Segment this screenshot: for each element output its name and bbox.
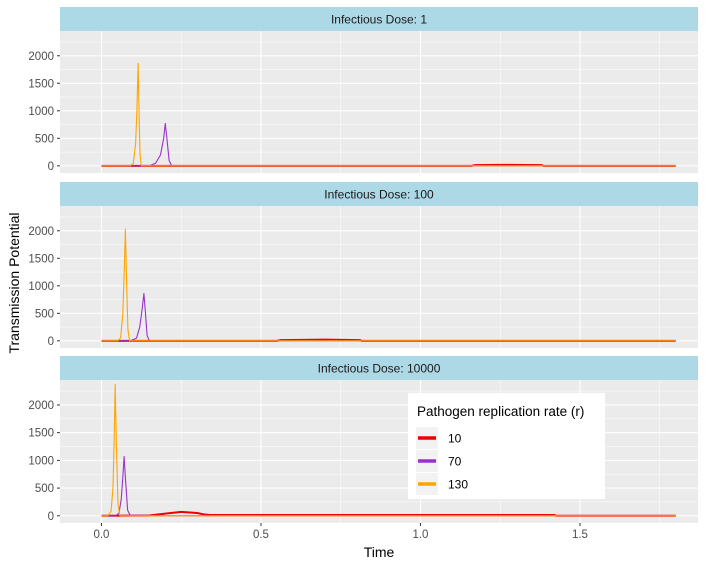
x-tick-label: 1.5 bbox=[572, 529, 588, 541]
facet-panel: Infectious Dose: 1 0 500 1000 1500 2000 bbox=[28, 7, 698, 173]
series-line-r130 bbox=[101, 228, 676, 342]
series-line-r70 bbox=[101, 122, 676, 167]
facet-strip-label: Infectious Dose: 10000 bbox=[318, 362, 441, 376]
facet-strip-label: Infectious Dose: 100 bbox=[324, 188, 434, 202]
x-tick-label: 1.0 bbox=[412, 529, 428, 541]
facet-strip bbox=[60, 182, 698, 206]
x-tick-label: 0.0 bbox=[93, 529, 109, 541]
y-tick-label: 500 bbox=[35, 133, 54, 145]
legend-background bbox=[408, 393, 605, 499]
y-tick-label: 2000 bbox=[28, 226, 54, 238]
y-tick-label: 0 bbox=[48, 336, 54, 348]
panel-background bbox=[60, 206, 698, 348]
legend-entry-label: 10 bbox=[448, 432, 462, 446]
legend-entry-label: 70 bbox=[448, 455, 462, 469]
y-tick-label: 1500 bbox=[28, 78, 54, 90]
y-tick-label: 500 bbox=[35, 483, 54, 495]
y-tick-label: 2000 bbox=[28, 400, 54, 412]
y-tick-label: 1000 bbox=[28, 455, 54, 467]
y-tick-label: 1000 bbox=[28, 106, 54, 118]
x-axis-title: Time bbox=[364, 544, 395, 560]
y-tick-label: 1500 bbox=[28, 428, 54, 440]
x-tick-label: 0.5 bbox=[253, 529, 269, 541]
facet-panels: Infectious Dose: 10500100015002000Infect… bbox=[28, 7, 698, 523]
y-tick-label: 1000 bbox=[28, 281, 54, 293]
y-tick-label: 0 bbox=[48, 161, 54, 173]
facet-strip-label: Infectious Dose: 1 bbox=[331, 13, 427, 27]
y-tick-label: 2000 bbox=[28, 51, 54, 63]
y-axis-title: Transmission Potential bbox=[6, 212, 22, 353]
y-tick-label: 0 bbox=[48, 511, 54, 523]
series-line-r130 bbox=[101, 383, 676, 517]
legend-entry-label: 130 bbox=[448, 478, 468, 492]
y-tick-label: 500 bbox=[35, 308, 54, 320]
legend-title: Pathogen replication rate (r) bbox=[417, 404, 584, 419]
panel-background bbox=[60, 31, 698, 173]
legend: Pathogen replication rate (r) 10 70 130 bbox=[408, 393, 605, 499]
series-line-r70 bbox=[101, 292, 676, 342]
facet-strip bbox=[60, 356, 698, 380]
facet-panel: Infectious Dose: 100 0 500 1000 1500 2000 bbox=[28, 182, 698, 348]
facet-strip bbox=[60, 7, 698, 31]
y-tick-label: 1500 bbox=[28, 253, 54, 265]
x-axis: 0.0 0.5 1.0 1.5 bbox=[93, 523, 588, 541]
series-line-r130 bbox=[101, 62, 676, 167]
